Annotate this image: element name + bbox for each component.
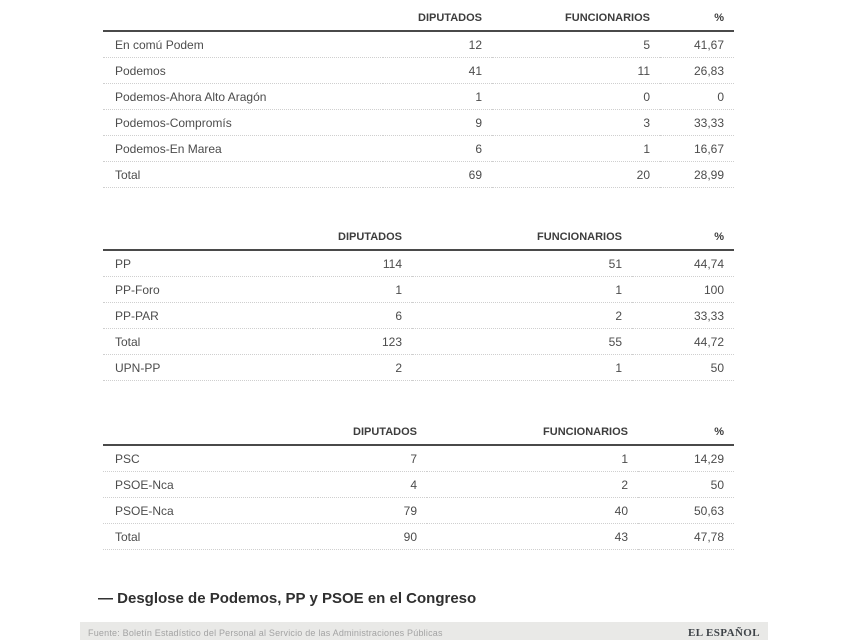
funcionarios-cell: 0 [492, 83, 660, 110]
table-row: PP-Foro 1 1 100 [103, 276, 734, 303]
party-cell: PSC [103, 445, 318, 472]
percent-cell: 41,67 [660, 31, 734, 58]
funcionarios-cell: 1 [412, 354, 632, 381]
funcionarios-cell: 2 [427, 471, 638, 498]
funcionarios-cell: 51 [412, 250, 632, 277]
table-row: PSOE-Nca 79 40 50,63 [103, 497, 734, 524]
funcionarios-cell: 5 [492, 31, 660, 58]
brand-logo: EL ESPAÑOL [688, 627, 760, 639]
party-cell: En comú Podem [103, 31, 383, 58]
table-row: PP-PAR 6 2 33,33 [103, 302, 734, 329]
table-podemos: DIPUTADOS FUNCIONARIOS % En comú Podem 1… [103, 5, 734, 188]
diputados-cell: 1 [313, 276, 412, 303]
percent-column-header: % [632, 224, 734, 251]
table-header-row: DIPUTADOS FUNCIONARIOS % [103, 224, 734, 251]
party-cell: PP-PAR [103, 302, 313, 329]
funcionarios-cell: 1 [427, 445, 638, 472]
table-total-row: Total 69 20 28,99 [103, 161, 734, 188]
funcionarios-cell: 2 [412, 302, 632, 329]
percent-cell: 47,78 [638, 523, 734, 550]
diputados-cell: 9 [383, 109, 492, 136]
diputados-column-header: DIPUTADOS [318, 419, 427, 446]
party-cell: Podemos-En Marea [103, 135, 383, 162]
party-cell: PP [103, 250, 313, 277]
party-cell: Podemos-Ahora Alto Aragón [103, 83, 383, 110]
chart-caption: — Desglose de Podemos, PP y PSOE en el C… [98, 590, 477, 607]
percent-cell: 28,99 [660, 161, 734, 188]
funcionarios-column-header: FUNCIONARIOS [492, 5, 660, 32]
table-pp: DIPUTADOS FUNCIONARIOS % PP 114 51 44,74… [103, 224, 734, 381]
percent-cell: 14,29 [638, 445, 734, 472]
table-row: PP 114 51 44,74 [103, 250, 734, 277]
party-cell: Total [103, 523, 318, 550]
diputados-cell: 1 [383, 83, 492, 110]
diputados-cell: 69 [383, 161, 492, 188]
breakdown-tables: DIPUTADOS FUNCIONARIOS % En comú Podem 1… [80, 0, 768, 640]
diputados-column-header: DIPUTADOS [383, 5, 492, 32]
percent-column-header: % [660, 5, 734, 32]
table-header-row: DIPUTADOS FUNCIONARIOS % [103, 419, 734, 446]
percent-cell: 50,63 [638, 497, 734, 524]
diputados-cell: 123 [313, 328, 412, 355]
diputados-cell: 7 [318, 445, 427, 472]
funcionarios-cell: 11 [492, 57, 660, 84]
diputados-cell: 114 [313, 250, 412, 277]
table-row: Podemos-En Marea 6 1 16,67 [103, 135, 734, 162]
funcionarios-cell: 43 [427, 523, 638, 550]
funcionarios-cell: 1 [412, 276, 632, 303]
table-row: Podemos-Ahora Alto Aragón 1 0 0 [103, 83, 734, 110]
party-column-header [103, 224, 313, 251]
percent-cell: 50 [632, 354, 734, 381]
table-psoe: DIPUTADOS FUNCIONARIOS % PSC 7 1 14,29 P… [103, 419, 734, 550]
party-cell: Podemos-Compromís [103, 109, 383, 136]
funcionarios-cell: 55 [412, 328, 632, 355]
table-header-row: DIPUTADOS FUNCIONARIOS % [103, 5, 734, 32]
party-column-header [103, 5, 383, 32]
party-cell: Total [103, 161, 383, 188]
percent-cell: 0 [660, 83, 734, 110]
party-cell: Total [103, 328, 313, 355]
source-note: Fuente: Boletín Estadístico del Personal… [88, 628, 443, 638]
funcionarios-cell: 1 [492, 135, 660, 162]
percent-cell: 26,83 [660, 57, 734, 84]
percent-cell: 33,33 [660, 109, 734, 136]
party-cell: PP-Foro [103, 276, 313, 303]
party-cell: UPN-PP [103, 354, 313, 381]
table-row: PSC 7 1 14,29 [103, 445, 734, 472]
diputados-cell: 41 [383, 57, 492, 84]
funcionarios-column-header: FUNCIONARIOS [412, 224, 632, 251]
diputados-cell: 6 [383, 135, 492, 162]
diputados-cell: 4 [318, 471, 427, 498]
percent-cell: 50 [638, 471, 734, 498]
party-column-header [103, 419, 318, 446]
table-total-row: Total 90 43 47,78 [103, 523, 734, 550]
funcionarios-column-header: FUNCIONARIOS [427, 419, 638, 446]
percent-cell: 100 [632, 276, 734, 303]
table-row: UPN-PP 2 1 50 [103, 354, 734, 381]
table-row: En comú Podem 12 5 41,67 [103, 31, 734, 58]
funcionarios-cell: 40 [427, 497, 638, 524]
diputados-column-header: DIPUTADOS [313, 224, 412, 251]
percent-cell: 44,74 [632, 250, 734, 277]
diputados-cell: 90 [318, 523, 427, 550]
diputados-cell: 2 [313, 354, 412, 381]
party-cell: PSOE-Nca [103, 497, 318, 524]
percent-cell: 44,72 [632, 328, 734, 355]
table-total-row: Total 123 55 44,72 [103, 328, 734, 355]
party-cell: PSOE-Nca [103, 471, 318, 498]
diputados-cell: 79 [318, 497, 427, 524]
table-row: PSOE-Nca 4 2 50 [103, 471, 734, 498]
percent-cell: 16,67 [660, 135, 734, 162]
percent-column-header: % [638, 419, 734, 446]
footer-bar: Fuente: Boletín Estadístico del Personal… [80, 622, 768, 640]
party-cell: Podemos [103, 57, 383, 84]
diputados-cell: 12 [383, 31, 492, 58]
diputados-cell: 6 [313, 302, 412, 329]
funcionarios-cell: 3 [492, 109, 660, 136]
table-row: Podemos 41 11 26,83 [103, 57, 734, 84]
funcionarios-cell: 20 [492, 161, 660, 188]
percent-cell: 33,33 [632, 302, 734, 329]
table-row: Podemos-Compromís 9 3 33,33 [103, 109, 734, 136]
